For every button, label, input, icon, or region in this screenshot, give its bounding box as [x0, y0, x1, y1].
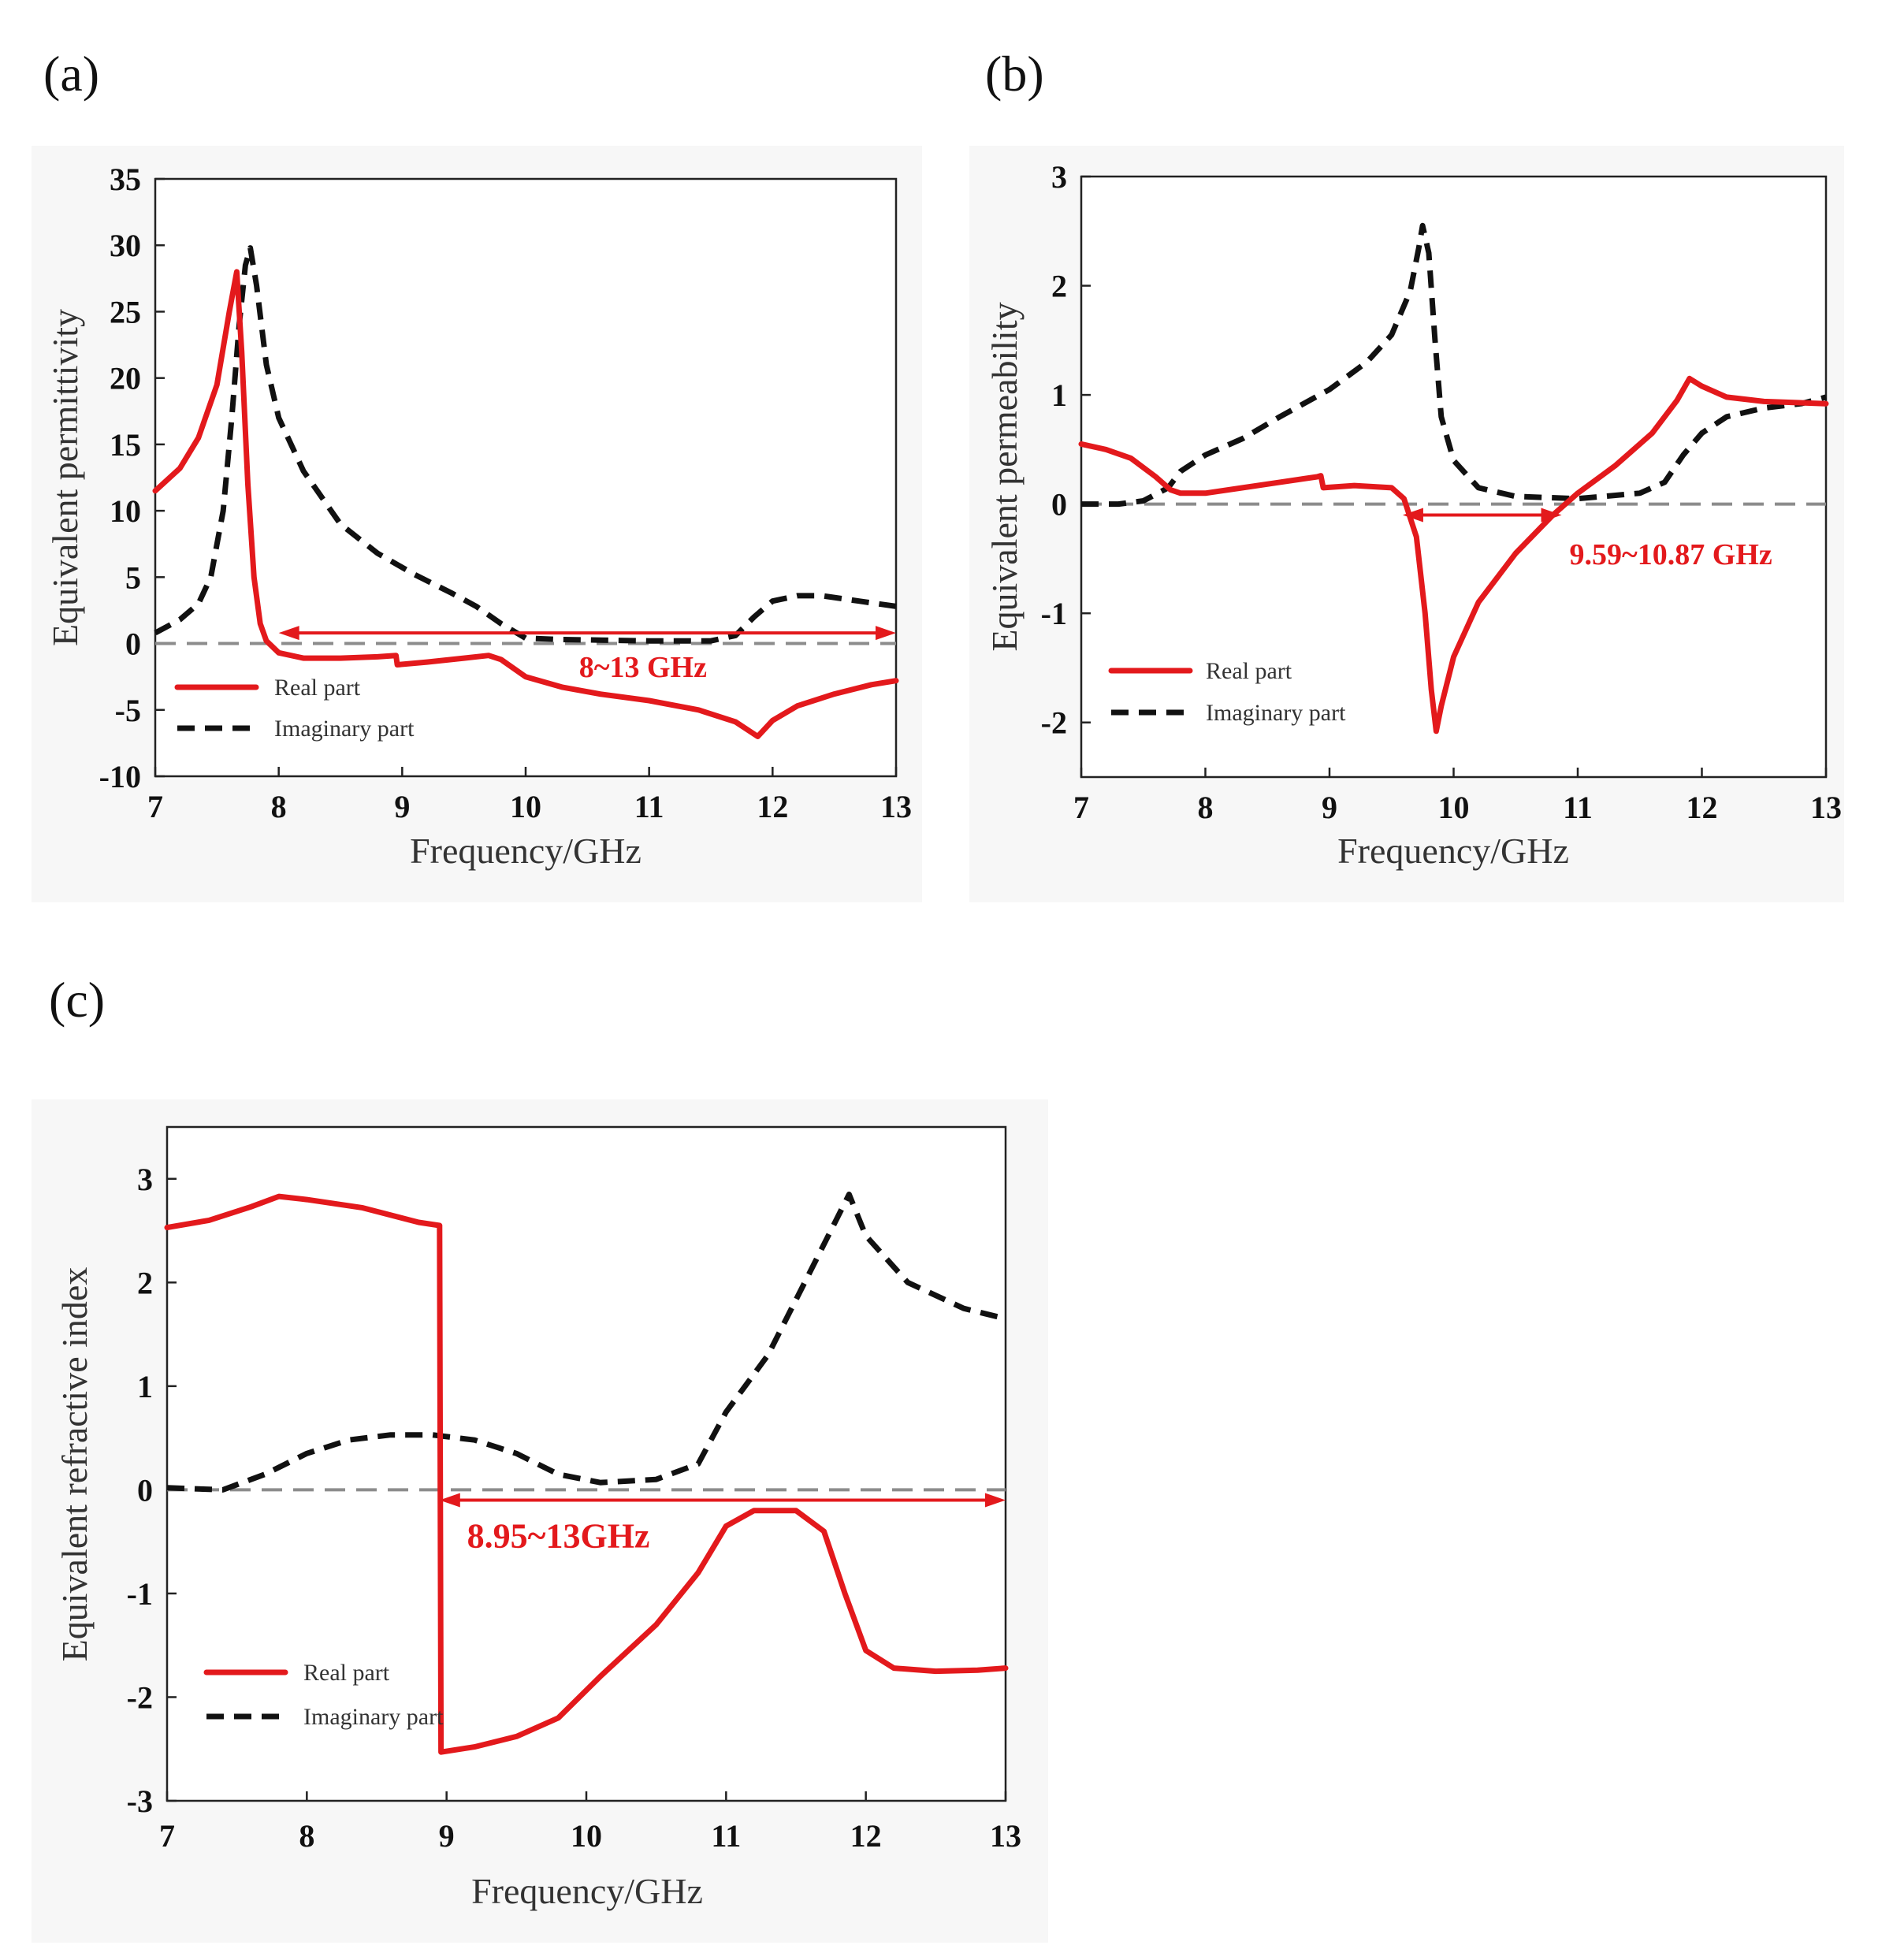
panel-b-y-tick-label: -2	[1041, 705, 1067, 741]
panel-c-y-axis-title: Equivalent refractive index	[54, 1267, 95, 1662]
panel-c-plot-frame	[165, 1125, 1007, 1802]
panel-b-legend-real-label: Real part	[1206, 658, 1292, 684]
panel-b-x-tick-label: 10	[1438, 790, 1470, 825]
panel-a-legend-imaginary-label: Imaginary part	[274, 716, 415, 742]
panel-c-y-tick-label: 3	[137, 1162, 153, 1197]
panel-a-y-tick-label: 5	[125, 560, 141, 595]
panel-c-x-tick-label: 13	[990, 1818, 1021, 1854]
panel-a-range-arrow-head-right	[876, 626, 896, 641]
panel-c-x-tick-label: 9	[439, 1818, 455, 1854]
panel-c-legend-real-label: Real part	[303, 1660, 390, 1686]
panel-a-range-arrow	[278, 626, 896, 641]
panel-c-x-tick-label: 12	[850, 1818, 882, 1854]
panel-a-y-axis-title: Equivalent permittivity	[45, 309, 85, 646]
panel-c-range-arrow-head-right	[985, 1493, 1006, 1508]
panel-a-y-tick-labels: -10 -5 0 5 10 15 20 25 30 35	[99, 162, 141, 794]
panel-a-x-tick-label: 11	[634, 789, 664, 824]
panel-b-x-ticks	[1080, 768, 1828, 777]
panel-b-y-tick-label: 0	[1051, 487, 1067, 523]
panel-c-y-tick-label: -3	[127, 1783, 153, 1819]
panel-b-y-tick-labels: -2 -1 0 1 2 3	[1041, 159, 1067, 741]
panel-b-y-tick-label: -1	[1041, 596, 1067, 631]
panel-a-x-axis-title: Frequency/GHz	[410, 831, 641, 871]
panel-c-x-ticks	[165, 1791, 1007, 1801]
panel-a-real-part-line	[152, 269, 899, 739]
panel-c-x-axis-title: Frequency/GHz	[471, 1871, 703, 1911]
panel-b-x-tick-label: 8	[1198, 790, 1214, 825]
panel-c-y-tick-label: 0	[137, 1472, 153, 1508]
panel-b-x-axis-title: Frequency/GHz	[1337, 831, 1569, 871]
panel-a-y-tick-label: 35	[110, 162, 141, 197]
panel-a-x-tick-label: 13	[880, 789, 912, 824]
panel-a-x-tick-label: 12	[757, 789, 788, 824]
panel-c-y-tick-label: -1	[127, 1576, 153, 1612]
panel-c-refractive-index: (c) 7 8 9 10 11 12 13	[32, 972, 1048, 1943]
panel-c-imaginary-part-line	[166, 1192, 1006, 1493]
panel-a-x-tick-label: 7	[147, 789, 163, 824]
panel-c-range-arrow-head-left	[439, 1493, 460, 1508]
panel-a-y-tick-label: 10	[110, 493, 141, 529]
panel-b-range-label: 9.59~10.87 GHz	[1570, 538, 1772, 571]
panel-c-x-tick-labels: 7 8 9 10 11 12 13	[159, 1818, 1021, 1854]
panel-b-range-arrow-head-right	[1541, 508, 1562, 523]
panel-c-legend: Real part Imaginary part	[203, 1660, 444, 1730]
panel-c-x-tick-label: 11	[711, 1818, 741, 1854]
panel-b-label: (b)	[985, 46, 1044, 102]
panel-b-plot-frame	[1080, 175, 1828, 779]
panel-b-x-tick-label: 9	[1322, 790, 1337, 825]
panel-c-y-tick-label: 1	[137, 1369, 153, 1404]
panel-c-x-tick-label: 7	[159, 1818, 175, 1854]
panel-a-y-tick-label: 30	[110, 228, 141, 263]
panel-a-plot-frame	[154, 177, 898, 778]
panel-a-range-label: 8~13 GHz	[579, 651, 707, 684]
panel-a-range-arrow-head-left	[278, 626, 299, 641]
panel-b-range-arrow	[1402, 508, 1562, 523]
panel-a-y-tick-label: 25	[110, 294, 141, 329]
panel-b-range-arrow-head-left	[1402, 508, 1423, 523]
panel-a-legend-real-label: Real part	[274, 675, 361, 701]
panel-b-x-tick-labels: 7 8 9 10 11 12 13	[1073, 790, 1842, 825]
panel-a-x-ticks	[154, 767, 898, 776]
panel-a-y-tick-label: 20	[110, 361, 141, 396]
panel-c-x-tick-label: 10	[571, 1818, 602, 1854]
panel-b-x-tick-label: 12	[1686, 790, 1718, 825]
panel-a-x-tick-label: 9	[394, 789, 410, 824]
panel-c-range-arrow	[439, 1493, 1006, 1508]
panel-b-legend-imaginary-label: Imaginary part	[1206, 700, 1346, 726]
panel-a-y-tick-label: 15	[110, 427, 141, 463]
panel-b-imaginary-part-line	[1081, 222, 1827, 508]
panel-b-y-axis-title: Equivalent permeability	[984, 302, 1025, 651]
panel-b-y-tick-label: 1	[1051, 377, 1067, 413]
panel-b-y-tick-label: 2	[1051, 269, 1067, 304]
panel-a-y-tick-label: -5	[115, 693, 141, 728]
panel-a-x-tick-label: 10	[510, 789, 541, 824]
panel-a-x-tick-label: 8	[271, 789, 287, 824]
panel-b-permeability: (b) 7 8 9 10 11 12 13	[969, 46, 1844, 902]
panel-c-y-ticks	[167, 1177, 177, 1802]
panel-b-x-tick-label: 13	[1810, 790, 1842, 825]
panel-a-y-tick-label: 0	[125, 627, 141, 662]
panel-a-x-tick-labels: 7 8 9 10 11 12 13	[147, 789, 912, 824]
panel-c-real-part-line	[164, 1193, 1009, 1755]
panel-c-label: (c)	[49, 972, 105, 1028]
panel-a-permittivity: (a) 7 8 9 10 11 12 13	[32, 46, 922, 902]
panel-c-y-tick-labels: -3 -2 -1 0 1 2 3	[127, 1162, 153, 1819]
panel-b-y-tick-label: 3	[1051, 159, 1067, 195]
panel-a-legend: Real part Imaginary part	[174, 675, 415, 742]
panel-b-legend: Real part Imaginary part	[1108, 658, 1346, 726]
panel-c-legend-imaginary-label: Imaginary part	[303, 1704, 444, 1730]
panel-b-real-part-line	[1078, 375, 1829, 735]
panel-c-y-tick-label: 2	[137, 1265, 153, 1300]
panel-c-x-tick-label: 8	[299, 1818, 314, 1854]
panel-c-range-label: 8.95~13GHz	[467, 1517, 650, 1556]
panel-a-imaginary-part-line	[154, 245, 897, 644]
panel-a-label: (a)	[43, 46, 99, 102]
panel-b-x-tick-label: 7	[1073, 790, 1089, 825]
panel-c-y-tick-label: -2	[127, 1679, 153, 1715]
panel-a-y-tick-label: -10	[99, 759, 141, 794]
panel-b-x-tick-label: 11	[1563, 790, 1593, 825]
